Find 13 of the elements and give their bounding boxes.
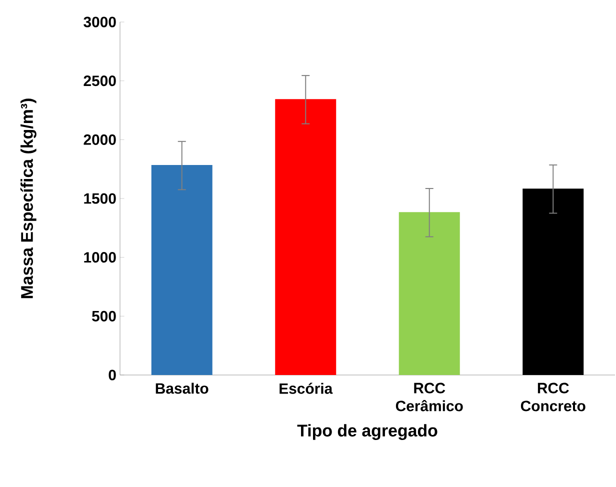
x-tick-label: Escória <box>280 382 333 394</box>
y-tick-label: 2000 <box>84 134 116 145</box>
y-tick-label: 3000 <box>84 16 116 28</box>
y-tick-label: 0 <box>108 370 116 380</box>
y-tick-label: 1500 <box>84 193 116 204</box>
y-tick-label: 1000 <box>84 252 116 263</box>
x-tick-label: RCC Cerâmico <box>396 382 463 412</box>
x-axis-title: Tipo de agregado <box>297 424 438 440</box>
y-tick-label: 500 <box>92 310 116 322</box>
y-axis-title: Massa Específica (kg/m³) <box>20 98 36 298</box>
x-tick-label: Basalto <box>156 382 208 394</box>
y-tick-label: 2500 <box>84 76 116 86</box>
x-tick-label: RCC Concreto <box>520 382 586 412</box>
